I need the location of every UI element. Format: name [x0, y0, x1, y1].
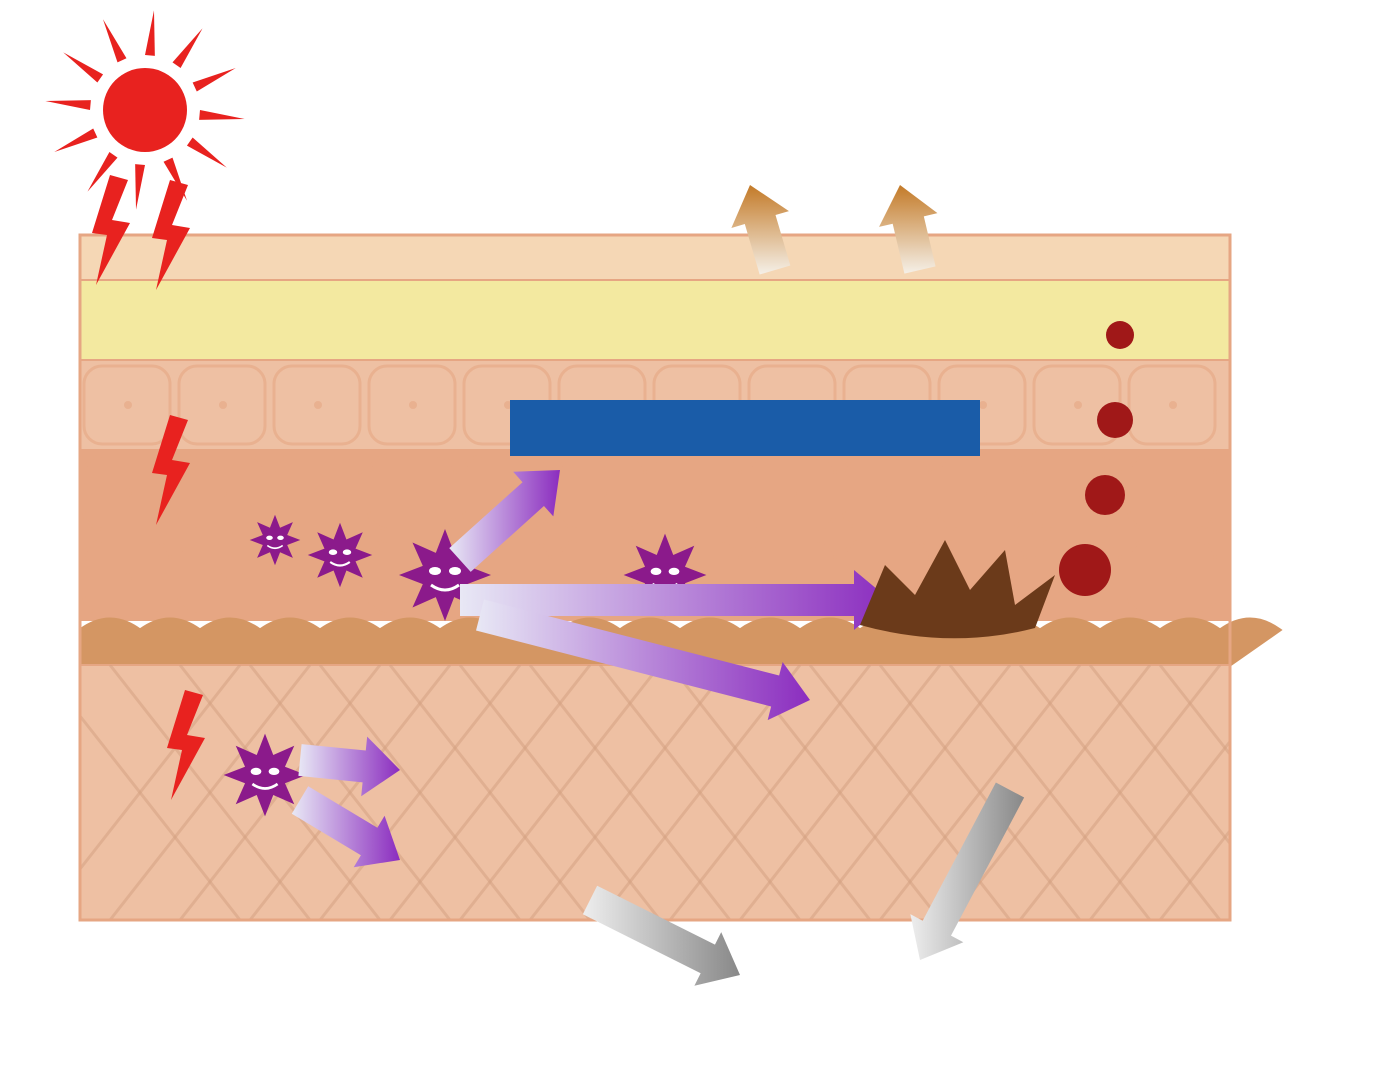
- skin-cell-nucleus: [1074, 401, 1082, 409]
- skin-cell-nucleus: [694, 489, 702, 497]
- skin-cell-nucleus: [599, 574, 607, 582]
- skin-cell-nucleus: [979, 401, 987, 409]
- skin-cell-nucleus: [599, 489, 607, 497]
- skin-cell-nucleus: [1074, 489, 1082, 497]
- skin-cell-nucleus: [504, 574, 512, 582]
- skin-cell-nucleus: [1169, 401, 1177, 409]
- skin-cell-nucleus: [314, 489, 322, 497]
- ros-icon: [250, 515, 301, 566]
- skin-cell-nucleus: [409, 489, 417, 497]
- skin-cell-nucleus: [219, 574, 227, 582]
- box-carbonyl-1: [510, 400, 980, 456]
- sun-icon: [45, 10, 244, 209]
- ros-icon: [308, 523, 372, 587]
- melanin-dot: [1059, 544, 1111, 596]
- skin-cell-nucleus: [789, 574, 797, 582]
- skin-cell-nucleus: [1169, 489, 1177, 497]
- skin-layer-stratum-corneum: [80, 235, 1230, 280]
- skin-cell-nucleus: [1169, 574, 1177, 582]
- skin-cell-nucleus: [409, 401, 417, 409]
- skin-cell-nucleus: [219, 489, 227, 497]
- ros-icon: [224, 734, 307, 817]
- melanin-dot: [1097, 402, 1133, 438]
- melanin-dot: [1106, 321, 1134, 349]
- skin-cell-nucleus: [979, 489, 987, 497]
- skin-cell-nucleus: [884, 489, 892, 497]
- skin-layer-yellow: [80, 280, 1230, 360]
- skin-cell-nucleus: [219, 401, 227, 409]
- skin-cell-nucleus: [124, 489, 132, 497]
- skin-cell-nucleus: [314, 401, 322, 409]
- skin-cell-nucleus: [789, 489, 797, 497]
- melanin-dot: [1085, 475, 1125, 515]
- skin-cell-nucleus: [124, 401, 132, 409]
- skin-cell-nucleus: [124, 574, 132, 582]
